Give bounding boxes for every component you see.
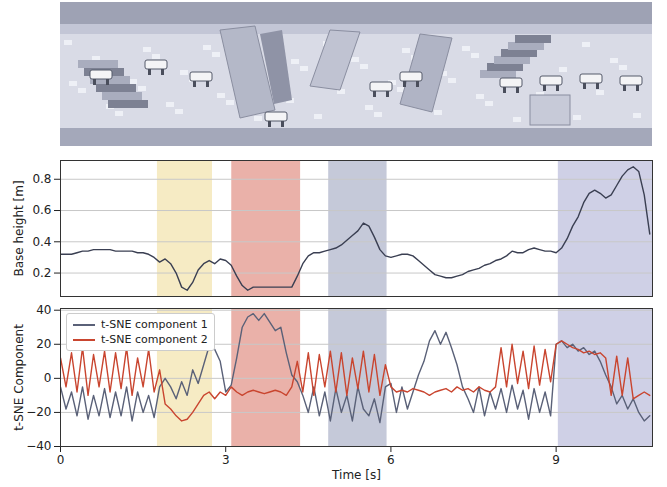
svg-text:6: 6 [387, 453, 395, 467]
svg-text:0: 0 [57, 453, 65, 467]
svg-text:9: 9 [552, 453, 560, 467]
svg-text:t-SNE Component: t-SNE Component [12, 324, 26, 431]
svg-text:0.8: 0.8 [32, 172, 51, 186]
svg-text:0.4: 0.4 [32, 235, 51, 249]
svg-text:Base height [m]: Base height [m] [12, 180, 26, 276]
svg-text:0: 0 [44, 371, 52, 385]
svg-text:3: 3 [222, 453, 230, 467]
svg-text:40: 40 [36, 303, 51, 317]
svg-text:−20: −20 [26, 405, 51, 419]
svg-text:0.6: 0.6 [32, 203, 51, 217]
html-text:t-SNE component 1: t-SNE component 1 [101, 318, 208, 331]
svg-text:20: 20 [36, 337, 51, 351]
html-text:t-SNE component 2: t-SNE component 2 [101, 333, 208, 346]
svg-text:0.2: 0.2 [32, 266, 51, 280]
svg-text:Time [s]: Time [s] [331, 468, 381, 482]
svg-text:−40: −40 [26, 439, 51, 453]
